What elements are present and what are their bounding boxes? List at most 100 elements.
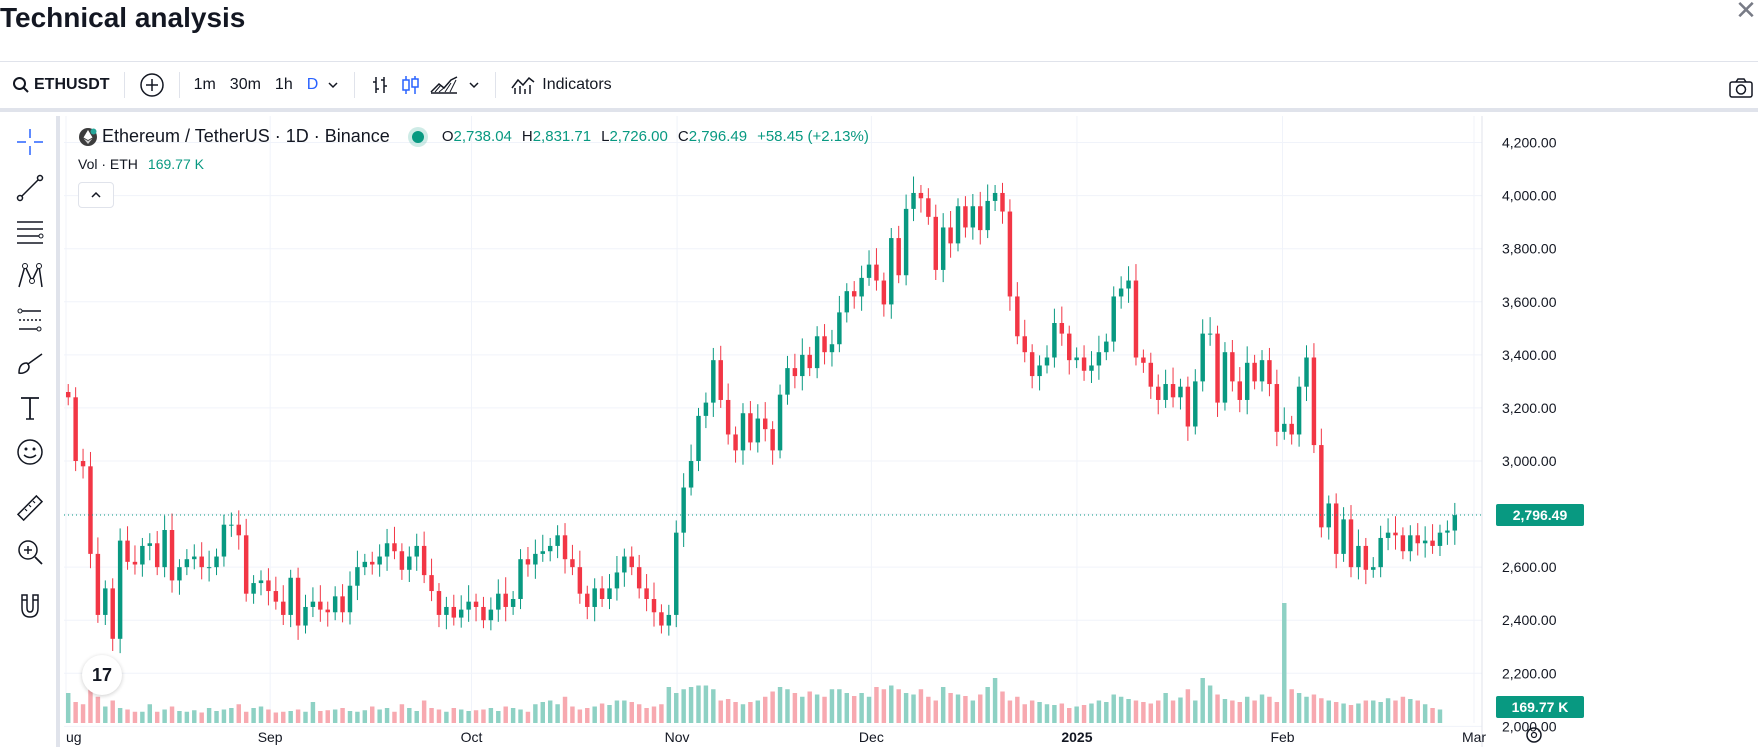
volume-bar: [362, 710, 368, 723]
brush-tool[interactable]: [12, 346, 48, 382]
volume-bar: [1259, 694, 1265, 723]
volume-bar: [1311, 694, 1317, 723]
pattern-tool[interactable]: [12, 258, 48, 294]
candle-body: [206, 567, 212, 569]
interval-1m[interactable]: 1m: [193, 76, 216, 93]
candle-body: [288, 577, 293, 615]
candle-body: [1319, 445, 1324, 528]
page-title: Technical analysis: [0, 2, 246, 33]
volume-bar: [1408, 699, 1413, 723]
candle-body: [1304, 357, 1309, 387]
candle-body: [829, 344, 835, 353]
volume-bar: [644, 708, 649, 723]
volume-bar: [184, 711, 190, 723]
volume-bar: [1319, 698, 1324, 723]
area-chart-type-button[interactable]: [425, 69, 463, 101]
text-tool[interactable]: [12, 390, 48, 426]
candle-body: [214, 556, 219, 568]
symbol-description[interactable]: Ethereum / TetherUS · 1D · Binance: [102, 126, 390, 146]
candle-body: [236, 524, 241, 536]
volume-bar: [421, 700, 427, 723]
volume-bar: [332, 709, 338, 723]
candle-body: [970, 206, 976, 228]
x-tick-label: Nov: [665, 729, 690, 745]
candle-body: [926, 198, 931, 217]
volume-bar: [458, 709, 464, 723]
candle-body: [1445, 530, 1450, 533]
candle-body: [1385, 532, 1391, 538]
y-tick-label: 2,600.00: [1502, 559, 1557, 575]
candle-body: [1074, 357, 1079, 361]
volume-bar: [325, 710, 330, 723]
tradingview-logo[interactable]: 17: [82, 655, 122, 695]
volume-bar: [473, 710, 479, 723]
candle-chart-type-button[interactable]: [395, 69, 425, 101]
crosshair-tool[interactable]: [12, 124, 48, 160]
last-price-tag: [1496, 504, 1584, 527]
close-icon[interactable]: ✕: [1735, 0, 1757, 25]
volume-bar: [88, 681, 93, 723]
volume-bar: [466, 711, 471, 723]
interval-1h[interactable]: 1h: [274, 76, 293, 93]
chart-type-dropdown[interactable]: [463, 69, 485, 101]
volume-bar: [1267, 696, 1272, 723]
collapse-legend-button[interactable]: [78, 182, 114, 208]
candle-body: [1111, 296, 1116, 342]
candle-body: [503, 593, 508, 607]
y-tick-label: 4,200.00: [1502, 135, 1557, 151]
bar-chart-type-button[interactable]: [365, 69, 395, 101]
candle-body: [547, 545, 553, 552]
candle-body: [199, 556, 204, 568]
volume-bar: [1170, 700, 1176, 723]
volume-bar: [874, 687, 879, 723]
volume-bar: [1067, 708, 1072, 723]
volume-bar: [533, 704, 538, 723]
price-chart[interactable]: 4,200.00 4,000.00 3,800.00 3,600.00 3,400.00…: [64, 116, 1758, 747]
candle-body: [295, 577, 301, 626]
chart-area[interactable]: 4,200.00 4,000.00 3,800.00 3,600.00 3,400.00…: [64, 116, 1758, 747]
emoji-tool[interactable]: [12, 434, 48, 470]
candle-body: [117, 540, 123, 639]
volume-bar: [889, 685, 894, 723]
interval-d[interactable]: D: [306, 76, 319, 93]
candle-body: [1104, 341, 1109, 353]
volume-bar: [614, 700, 620, 723]
interval-dropdown[interactable]: [322, 69, 344, 101]
candle-body: [1170, 384, 1176, 398]
market-status-icon[interactable]: [411, 130, 424, 143]
prediction-tool[interactable]: [12, 302, 48, 338]
candle-body: [592, 588, 597, 607]
candle-body: [666, 614, 672, 626]
indicators-button[interactable]: Indicators: [506, 69, 615, 101]
volume-bar: [1052, 705, 1057, 723]
candle-body: [1274, 384, 1280, 432]
volume-bar: [1341, 703, 1346, 723]
candle-body: [1348, 519, 1354, 568]
screenshot-button[interactable]: [1724, 72, 1758, 104]
measure-tool[interactable]: [12, 490, 48, 526]
symbol-search-button[interactable]: ETHUSDT: [8, 69, 114, 101]
zoom-in-tool[interactable]: [12, 534, 48, 570]
magnet-tool[interactable]: [12, 588, 48, 624]
candle-body: [918, 192, 924, 199]
candle-body: [184, 559, 190, 568]
candle-body: [940, 227, 946, 270]
interval-30m[interactable]: 30m: [229, 76, 261, 93]
candle-body: [1415, 535, 1420, 544]
candle-body: [1252, 362, 1257, 382]
candle-body: [1289, 423, 1294, 435]
chart-toolbar: ETHUSDT 1m 30m 1h D Indicators: [0, 61, 1758, 112]
trend-line-tool[interactable]: [12, 170, 48, 206]
y-tick-label: 3,600.00: [1502, 294, 1557, 310]
volume-bar: [1326, 700, 1331, 723]
toolbar-divider: [354, 72, 356, 98]
pattern-icon: [18, 263, 43, 288]
drawing-toolbar: [0, 116, 60, 747]
compare-symbol-button[interactable]: [135, 69, 169, 101]
fib-retracement-tool[interactable]: [12, 214, 48, 250]
volume-bar: [1371, 700, 1376, 723]
volume-bar: [347, 711, 353, 723]
candle-body: [488, 609, 494, 621]
candle-body: [859, 277, 864, 297]
volume-bar: [1244, 696, 1250, 723]
